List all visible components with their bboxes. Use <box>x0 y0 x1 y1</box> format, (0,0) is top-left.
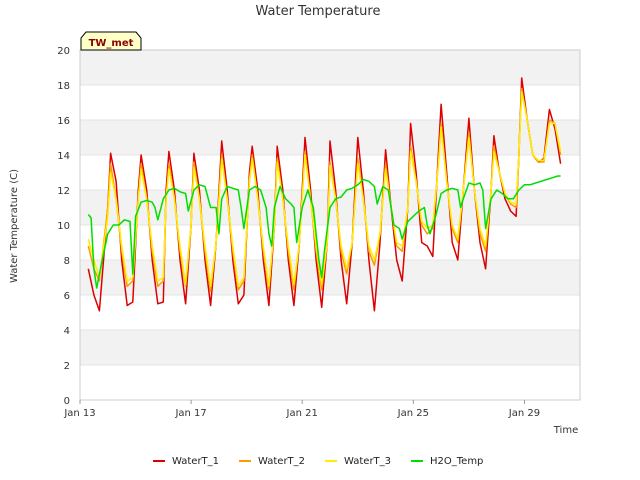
legend-label: WaterT_2 <box>258 456 305 467</box>
series-line-h2o-temp <box>87 175 561 289</box>
y-tick-label: 0 <box>64 396 70 407</box>
grid-band <box>80 330 580 365</box>
y-tick-label: 12 <box>57 186 70 197</box>
y-tick-label: 6 <box>64 291 70 302</box>
x-axis-title: Time <box>553 425 578 436</box>
y-tick-label: 2 <box>64 361 70 372</box>
x-tick-label: Jan 21 <box>286 408 318 419</box>
y-tick-label: 8 <box>64 256 70 267</box>
legend: WaterT_1 WaterT_2 WaterT_3 H2O_Temp <box>153 456 483 467</box>
site-label: TW_met <box>89 38 134 49</box>
chart-title: Water Temperature <box>256 4 381 19</box>
grid-band <box>80 50 580 85</box>
y-axis-title: Water Temperature (C) <box>9 169 20 283</box>
x-tick-label: Jan 13 <box>63 408 95 419</box>
series-lines <box>87 77 562 312</box>
x-tick-label: Jan 17 <box>174 408 206 419</box>
legend-label: WaterT_1 <box>172 456 219 467</box>
y-tick-label: 18 <box>57 81 70 92</box>
y-tick-label: 4 <box>64 326 70 337</box>
x-tick-label: Jan 25 <box>397 408 429 419</box>
legend-label: WaterT_3 <box>344 456 391 467</box>
legend-label: H2O_Temp <box>430 456 483 467</box>
y-tick-label: 14 <box>57 151 70 162</box>
y-axis-ticks: 0 2 4 6 8 10 12 14 16 18 20 <box>57 46 70 407</box>
y-tick-label: 16 <box>57 116 70 127</box>
site-label-box: TW_met <box>80 31 142 51</box>
y-tick-label: 10 <box>57 221 70 232</box>
x-tick-label: Jan 29 <box>508 408 540 419</box>
y-tick-label: 20 <box>57 46 70 57</box>
plot-background <box>79 49 581 401</box>
x-axis-ticks: Jan 13 Jan 17 Jan 21 Jan 25 Jan 29 <box>63 400 540 419</box>
